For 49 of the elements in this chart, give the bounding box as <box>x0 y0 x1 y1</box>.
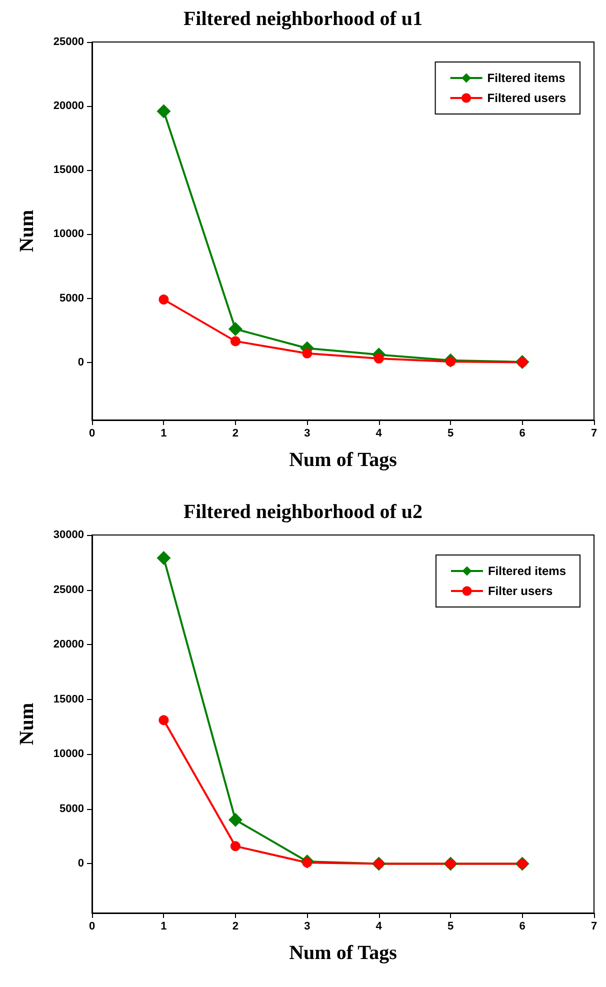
point <box>228 322 242 336</box>
x-tick-label: 3 <box>304 920 310 932</box>
point <box>374 353 384 364</box>
x-tick-label: 4 <box>376 920 383 932</box>
x-tick-label: 1 <box>160 920 167 932</box>
point <box>228 812 242 827</box>
y-tick-label: 30000 <box>53 529 84 541</box>
legend-label: Filtered items <box>488 564 566 578</box>
y-axis-title: Num <box>16 702 38 746</box>
x-tick-label: 7 <box>590 920 598 932</box>
y-tick-label: 20000 <box>53 100 84 112</box>
x-tick-label: 6 <box>519 920 526 932</box>
y-tick-label: 25000 <box>53 584 84 596</box>
legend-label: Filter users <box>488 584 553 598</box>
y-tick-label: 20000 <box>53 638 84 651</box>
y-tick-label: 0 <box>78 858 84 870</box>
chart-title: Filtered neighborhood of u2 <box>183 501 423 523</box>
y-tick-label: 10000 <box>53 228 84 240</box>
point <box>302 348 312 358</box>
x-tick-label: 0 <box>88 920 96 932</box>
legend-label: Filtered users <box>487 91 566 105</box>
y-tick-label: 0 <box>78 356 84 368</box>
x-tick-label: 3 <box>304 428 310 440</box>
y-axis-title: Num <box>16 210 38 252</box>
x-tick-label: 4 <box>376 428 383 440</box>
y-tick-label: 25000 <box>53 36 84 48</box>
y-tick-label: 5000 <box>60 292 84 304</box>
point <box>156 104 171 118</box>
y-tick-label: 15000 <box>53 164 84 176</box>
point <box>156 551 171 566</box>
point <box>230 336 240 346</box>
y-tick-label: 5000 <box>60 802 84 815</box>
point <box>230 841 240 852</box>
y-tick-label: 15000 <box>53 693 84 706</box>
y-tick-label: 10000 <box>53 748 84 760</box>
x-tick-label: 2 <box>232 428 238 440</box>
x-tick-label: 6 <box>519 428 526 440</box>
legend-label: Filtered items <box>487 71 566 85</box>
chart-title: Filtered neighborhood of u1 <box>183 8 423 30</box>
x-tick-label: 7 <box>590 428 598 440</box>
x-axis-title: Num of Tags <box>289 942 398 964</box>
point <box>158 294 169 305</box>
x-axis-title: Num of Tags <box>289 449 398 471</box>
point <box>158 715 169 726</box>
x-tick-label: 2 <box>232 920 238 932</box>
x-tick-label: 1 <box>160 428 167 440</box>
x-tick-label: 5 <box>448 920 454 932</box>
x-tick-label: 0 <box>88 428 96 440</box>
x-tick-label: 5 <box>448 428 454 440</box>
